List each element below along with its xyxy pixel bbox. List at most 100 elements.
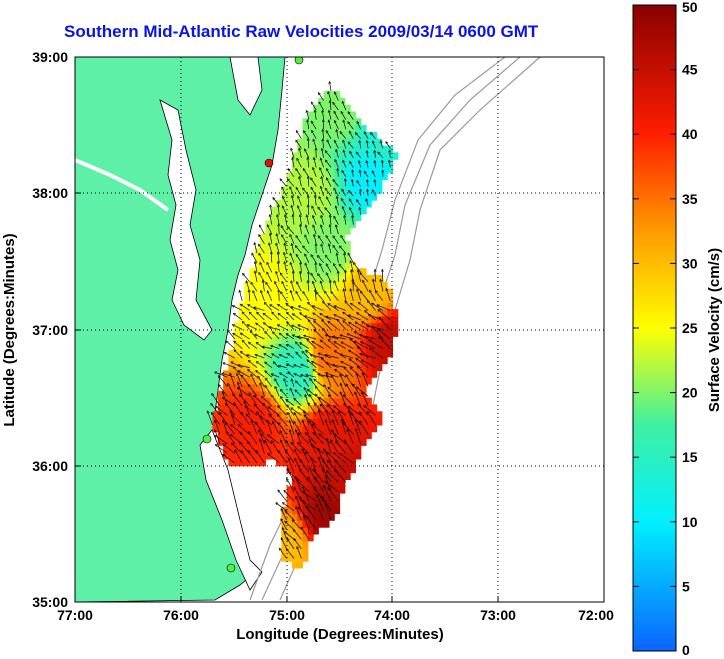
velocity-arrow — [215, 405, 228, 416]
velocity-arrow — [339, 334, 354, 340]
velocity-arrow — [282, 196, 287, 206]
velocity-cell — [281, 329, 288, 337]
velocity-arrowhead — [358, 139, 362, 143]
velocity-cell — [339, 125, 346, 133]
velocity-cell — [307, 513, 314, 521]
velocity-cell — [302, 172, 309, 181]
velocity-cell — [307, 370, 314, 378]
velocity-arrow — [367, 411, 376, 426]
velocity-cell — [281, 220, 288, 228]
velocity-cell — [323, 275, 330, 283]
velocity-arrowhead — [305, 109, 309, 113]
velocity-arrow — [292, 519, 302, 531]
velocity-arrow — [327, 339, 339, 349]
velocity-arrow — [277, 324, 287, 330]
velocity-cell — [244, 445, 251, 453]
velocity-arrow — [295, 506, 302, 521]
velocity-arrow — [253, 403, 265, 416]
velocity-cell — [239, 356, 245, 365]
velocity-cell — [344, 411, 351, 419]
velocity-cell — [360, 281, 367, 290]
velocity-arrowhead — [289, 186, 292, 190]
velocity-arrowhead — [246, 354, 250, 357]
velocity-cell — [376, 145, 383, 153]
velocity-cell — [260, 336, 266, 344]
velocity-arrowhead — [344, 269, 347, 273]
velocity-cell — [254, 390, 261, 399]
velocity-cell — [307, 465, 314, 474]
velocity-cell — [313, 513, 319, 521]
tick-marks — [75, 192, 499, 602]
velocity-cell — [270, 234, 277, 242]
velocity-cell — [265, 438, 272, 446]
velocity-cell — [286, 547, 293, 555]
velocity-arrowhead — [255, 370, 259, 373]
velocity-cell — [344, 275, 351, 283]
velocity-arrow — [366, 150, 369, 158]
velocity-arrow — [374, 179, 376, 187]
velocity-cell — [270, 302, 277, 310]
velocity-arrow — [329, 100, 332, 111]
velocity-arrow — [302, 187, 310, 197]
velocity-arrowhead — [355, 151, 359, 155]
velocity-arrow — [359, 420, 369, 435]
velocity-arrow — [259, 382, 265, 397]
velocity-arrow — [307, 402, 317, 416]
velocity-arrow — [295, 140, 302, 149]
velocity-cell — [302, 309, 309, 317]
velocity-arrow — [333, 305, 346, 311]
velocity-arrow — [319, 263, 324, 273]
velocity-arrow — [319, 167, 324, 178]
velocity-arrowhead — [342, 149, 346, 153]
velocity-arrowhead — [255, 361, 259, 364]
velocity-cell — [371, 309, 378, 317]
velocity-cell — [371, 370, 378, 378]
velocity-arrow — [303, 335, 317, 340]
velocity-cell — [249, 281, 256, 290]
velocity-arrow — [363, 405, 376, 416]
velocity-cell — [270, 275, 277, 283]
velocity-cell — [265, 390, 272, 399]
velocity-arrowhead — [342, 159, 346, 163]
velocity-cell — [254, 458, 261, 467]
velocity-arrowhead — [333, 405, 337, 409]
velocity-cell — [307, 336, 314, 344]
velocity-arrow — [317, 352, 332, 359]
velocity-cell — [318, 288, 325, 296]
velocity-cell — [270, 315, 277, 324]
velocity-arrow — [339, 353, 354, 359]
map-title: Southern Mid-Atlantic Raw Velocities 200… — [64, 22, 539, 41]
velocity-arrowhead — [320, 147, 324, 151]
velocity-cell — [217, 418, 224, 426]
velocity-arrow — [221, 372, 235, 378]
velocity-arrow — [312, 312, 324, 321]
velocity-cell — [328, 152, 335, 160]
velocity-arrow — [267, 290, 273, 302]
velocity-arrow — [211, 412, 221, 426]
velocity-cell — [334, 336, 341, 344]
velocity-cell — [344, 370, 351, 378]
velocity-cell — [297, 234, 304, 242]
velocity-cell — [334, 97, 341, 106]
colorbar-tick-label: 10 — [682, 514, 698, 530]
velocity-cell — [291, 152, 298, 160]
velocity-arrow — [248, 431, 258, 445]
velocity-cell — [344, 424, 351, 433]
velocity-cell — [350, 356, 356, 365]
velocity-cell — [371, 288, 378, 296]
velocity-arrowhead — [357, 365, 360, 369]
velocity-arrow — [236, 373, 243, 387]
velocity-arrow — [292, 214, 295, 225]
velocity-arrow — [262, 402, 273, 416]
velocity-cell — [265, 227, 272, 235]
velocity-arrow — [324, 254, 332, 263]
velocity-arrowhead — [267, 406, 271, 410]
velocity-cell — [239, 322, 245, 331]
velocity-arrowhead — [330, 439, 333, 443]
velocity-cell — [371, 329, 378, 337]
velocity-arrow — [287, 226, 295, 235]
velocity-arrow — [351, 169, 354, 177]
velocity-arrowhead — [280, 225, 284, 229]
velocity-arrow — [295, 245, 302, 254]
velocity-cell — [313, 479, 319, 487]
